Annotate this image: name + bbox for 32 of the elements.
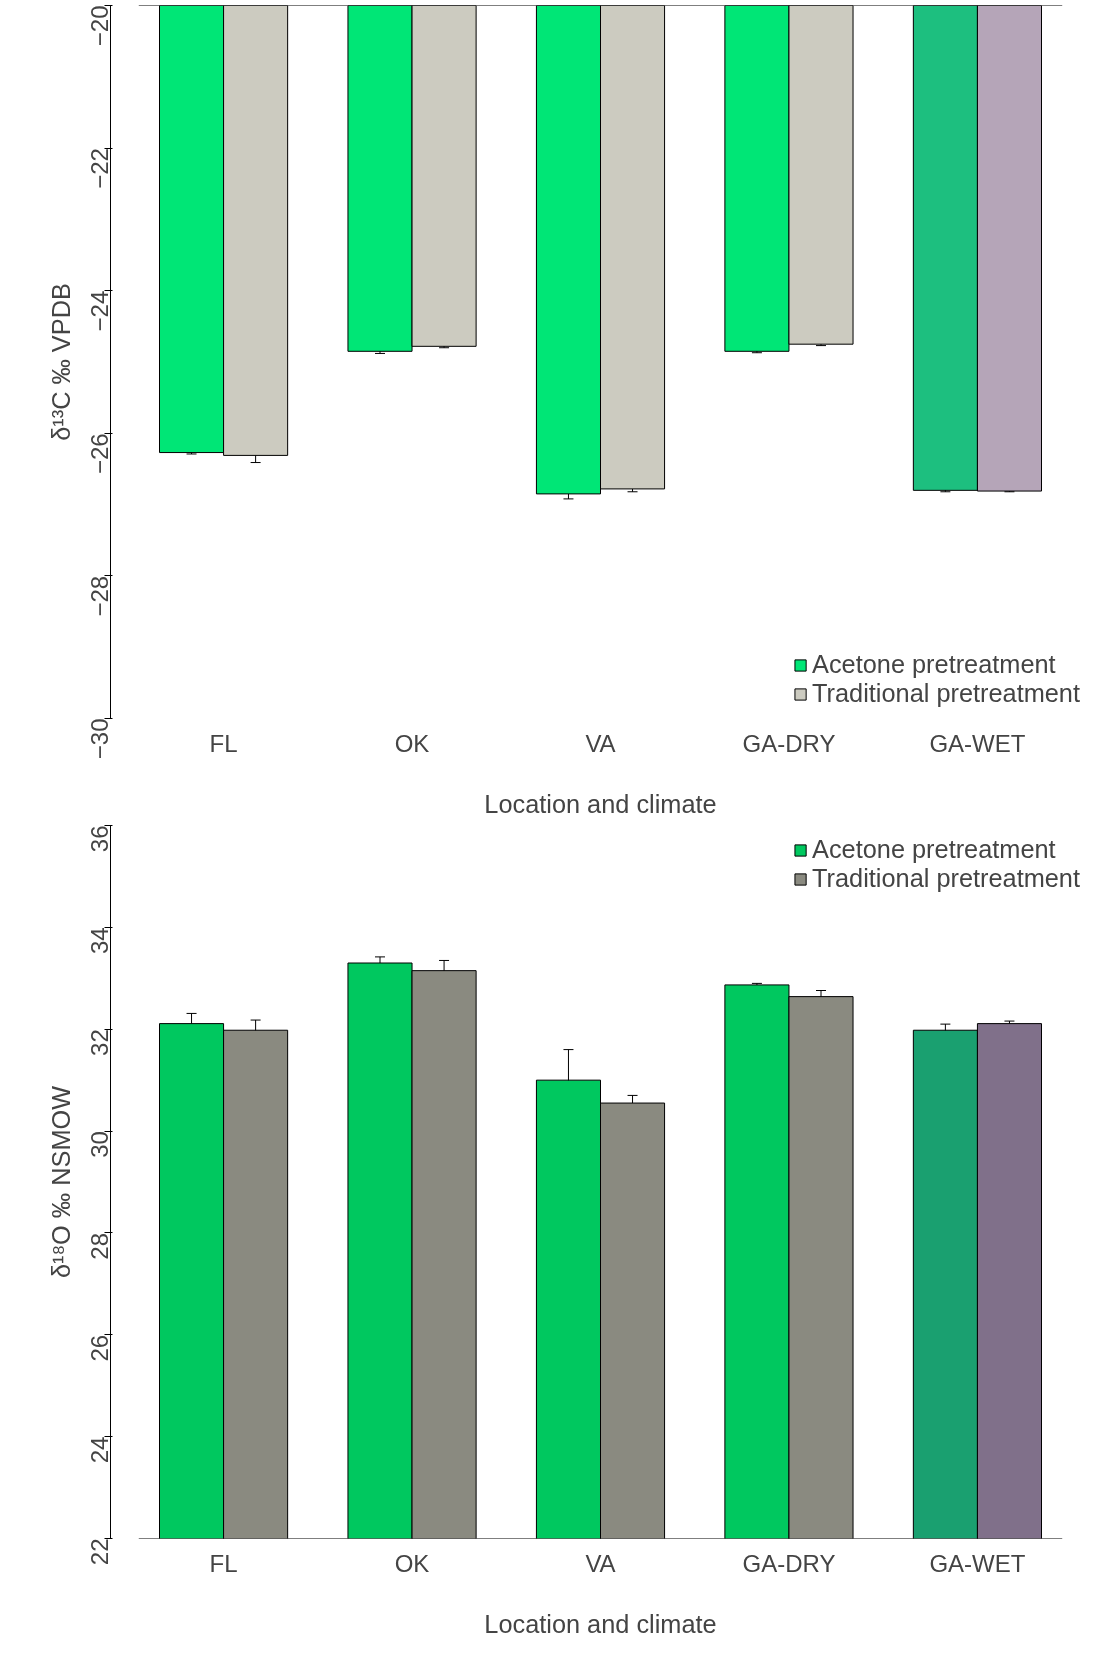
x-tick-label: GA-DRY <box>742 729 836 757</box>
y-axis-title: δ¹⁸O ‰ NSMOW <box>46 1085 75 1279</box>
x-tick-label: GA-WET <box>929 729 1026 757</box>
y-tick-label: 26 <box>86 1334 113 1362</box>
y-tick-label: 34 <box>86 927 113 955</box>
y-tick-label: −28 <box>86 575 113 617</box>
y-tick-label: 28 <box>86 1232 113 1260</box>
legend-label: Traditional pretreatment <box>812 864 1080 893</box>
y-tick-label: 22 <box>86 1538 113 1566</box>
x-tick-label: GA-WET <box>929 1549 1026 1577</box>
y-axis-title: δ¹³C ‰ VPDB <box>46 283 75 441</box>
x-tick-label: OK <box>394 729 430 757</box>
x-tick-label: FL <box>209 1549 238 1577</box>
x-tick-label: VA <box>585 1549 616 1577</box>
legend-label: Traditional pretreatment <box>812 679 1080 708</box>
y-tick-label: −20 <box>86 5 113 47</box>
x-tick-label: VA <box>585 729 616 757</box>
x-tick-label: GA-DRY <box>742 1549 836 1577</box>
y-tick-label: 24 <box>86 1436 113 1464</box>
x-tick-label: FL <box>209 729 238 757</box>
x-axis-title: Location and climate <box>484 789 717 818</box>
legend-label: Acetone pretreatment <box>812 650 1056 679</box>
legend-label: Acetone pretreatment <box>812 835 1056 864</box>
y-tick-label: 30 <box>86 1131 113 1158</box>
y-tick-label: −24 <box>86 290 113 332</box>
y-tick-label: −22 <box>86 148 113 189</box>
x-tick-label: OK <box>394 1549 430 1577</box>
x-axis-title: Location and climate <box>484 1609 717 1638</box>
y-tick-label: −30 <box>86 718 113 760</box>
y-tick-label: 36 <box>86 825 113 853</box>
y-tick-label: 32 <box>86 1029 113 1056</box>
y-tick-label: −26 <box>86 433 113 475</box>
